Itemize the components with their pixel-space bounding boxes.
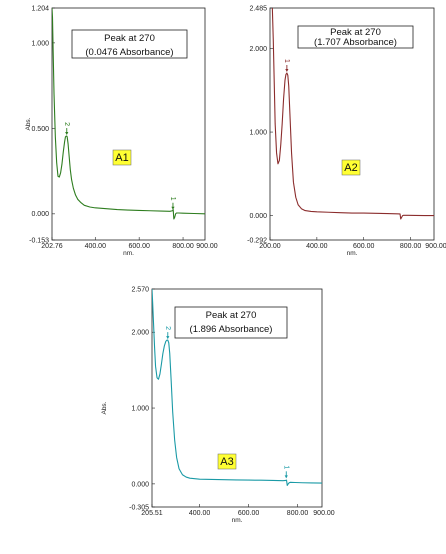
charts-a3-xtick-label: 205.51 (141, 510, 163, 517)
charts-a3-badge-bg (217, 453, 237, 470)
charts-a3-annotation-line2: (1.896 Absorbance) (190, 324, 273, 335)
charts-a3-ytick-label: 2.570 (131, 286, 149, 293)
charts-a1-xtick-label: 400.00 (85, 243, 107, 250)
charts-a2-series-line (271, 8, 434, 220)
charts-a2-xtick-label: 400.00 (306, 243, 328, 250)
charts-a2-badge-label: A2 (344, 162, 357, 174)
charts-a3-xtick-label: 400.00 (189, 510, 211, 517)
charts-a1-xtick-label: 800.00 (172, 243, 194, 250)
charts-a2-annotation-box (297, 25, 414, 49)
charts-a2-peak-arrow (285, 68, 289, 72)
charts-a1-annotation-box (71, 29, 188, 59)
charts-a1-ytick-label: -0.153 (29, 237, 49, 244)
charts-a1-xtick-label: 202.76 (41, 243, 63, 250)
charts-a3-ytick-label: 1.000 (131, 405, 149, 412)
charts-a1-frame (51, 7, 206, 241)
charts-a3-xlabel: nm. (232, 517, 243, 524)
charts-a1-peak-label: 2 (63, 122, 70, 126)
charts-a3-ytick-label: 0.000 (131, 481, 149, 488)
charts-a3-xtick-label-end: 900.00 (313, 510, 335, 517)
charts-a1-ytick-label: 1.000 (31, 40, 49, 47)
charts-a1-xtick-label-end: 900.00 (196, 243, 218, 250)
charts-a1-peak-arrow (171, 206, 175, 210)
charts-a1-annotation-line2: (0.0476 Absorbance) (85, 47, 173, 58)
charts-a2-ytick-label: 2.485 (249, 5, 267, 12)
charts-a1-peak-arrow (65, 132, 69, 136)
charts-a1-ytick-label: 0.500 (31, 126, 49, 133)
charts-a3-peak-label: 1 (282, 465, 289, 469)
charts-a2-xtick-label: 800.00 (400, 243, 422, 250)
charts-a2-annotation-line1: Peak at 270 (330, 27, 381, 38)
charts-a1-ylabel: Abs. (25, 117, 32, 130)
charts-a3-series-line (152, 289, 322, 486)
charts-a1-badge-bg (112, 149, 132, 166)
charts-a2-ytick-label: 0.000 (249, 213, 267, 220)
charts-a1-series-line (52, 8, 205, 220)
charts-a3-annotation-box (174, 306, 288, 339)
charts-a3-ytick-label: 2.000 (131, 330, 149, 337)
charts-a3-annotation-line1: Peak at 270 (206, 310, 257, 321)
charts-a3-xtick-label: 600.00 (238, 510, 260, 517)
charts-a1-ytick-label: 0.000 (31, 211, 49, 218)
charts-a3-xtick-label: 800.00 (287, 510, 309, 517)
charts-a2-xtick-label: 200.00 (259, 243, 281, 250)
charts-a2-ytick-label: -0.292 (247, 237, 267, 244)
charts-a1-badge-label: A1 (115, 152, 128, 164)
charts-a2-ytick-label: 2.000 (249, 46, 267, 53)
charts-a1-xtick-label: 600.00 (128, 243, 150, 250)
charts-a3-ylabel: Abs. (101, 401, 108, 414)
charts-a3-peak-arrow (284, 475, 288, 479)
charts-a2-annotation-line2: (1.707 Absorbance) (314, 37, 397, 48)
charts-a3-badge-label: A3 (220, 456, 233, 468)
charts-a2-peak-label: 1 (283, 59, 290, 63)
charts-a3-peak-label: 2 (164, 326, 171, 330)
charts-a1-peak-label: 1 (169, 197, 176, 201)
charts-a1-xlabel: nm. (123, 250, 134, 257)
charts-a2-xlabel: nm. (347, 250, 358, 257)
charts-a2-xtick-label-end: 900.00 (425, 243, 446, 250)
charts-a1-ytick-label: 1.204 (31, 5, 49, 12)
charts-a3-ytick-label: -0.305 (129, 504, 149, 511)
charts-a2-badge-bg (341, 159, 361, 176)
charts-a3-peak-arrow (166, 336, 170, 340)
charts-a2-frame (269, 7, 435, 241)
charts-a2-ytick-label: 1.000 (249, 129, 267, 136)
charts-a2-xtick-label: 600.00 (353, 243, 375, 250)
charts-a3-frame (151, 288, 323, 508)
charts-a1-annotation-line1: Peak at 270 (104, 33, 155, 44)
